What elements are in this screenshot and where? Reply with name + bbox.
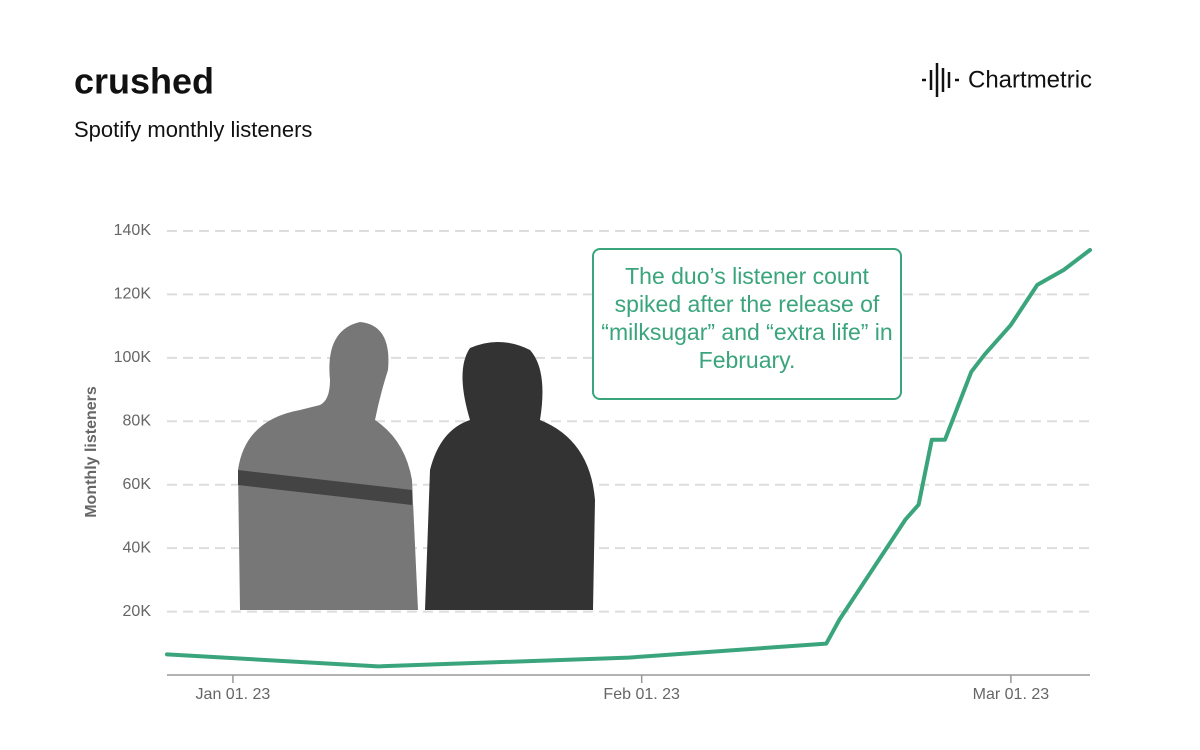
y-tick-label: 100K xyxy=(114,349,152,366)
chart-title: crushed xyxy=(74,61,214,102)
y-axis-label: Monthly listeners xyxy=(83,386,100,518)
y-tick-label: 80K xyxy=(123,413,152,430)
line xyxy=(165,248,1092,669)
x-tick-label: Jan 01. 23 xyxy=(196,686,271,703)
brand-logo xyxy=(922,63,959,97)
y-tick-label: 40K xyxy=(123,539,152,556)
chart-subtitle: Spotify monthly listeners xyxy=(74,117,312,142)
y-tick-label: 140K xyxy=(114,222,152,239)
photo xyxy=(238,322,595,610)
y-tick-label: 120K xyxy=(114,286,152,303)
y-tick-label: 60K xyxy=(123,476,152,493)
brand-name: Chartmetric xyxy=(968,66,1092,93)
annotation: The duo’s listener count spiked after th… xyxy=(592,248,902,400)
x-tick-label: Feb 01. 23 xyxy=(603,686,680,703)
x-tick-label: Mar 01. 23 xyxy=(973,686,1050,703)
y-tick-label: 20K xyxy=(123,603,152,620)
